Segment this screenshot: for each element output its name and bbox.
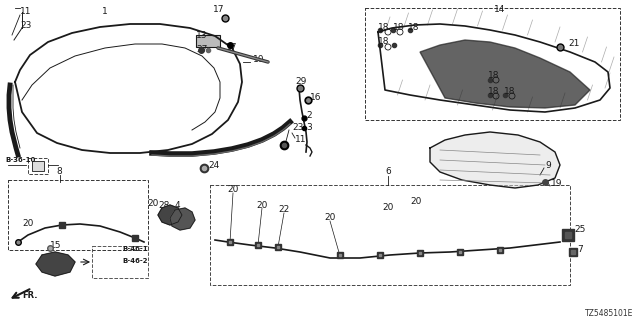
Text: 17: 17 xyxy=(213,5,225,14)
Text: 11: 11 xyxy=(20,6,31,15)
Text: TZ5485101E: TZ5485101E xyxy=(585,309,634,318)
Bar xyxy=(365,8,620,120)
Bar xyxy=(196,35,220,47)
Text: 18: 18 xyxy=(378,37,390,46)
Text: 25: 25 xyxy=(574,226,586,235)
Text: 18: 18 xyxy=(408,22,419,31)
Bar xyxy=(210,185,570,285)
Text: 20: 20 xyxy=(22,219,33,228)
Text: B-46-1: B-46-1 xyxy=(122,246,148,252)
Text: 3: 3 xyxy=(306,124,312,132)
Text: 21: 21 xyxy=(568,39,579,49)
Text: 9: 9 xyxy=(545,161,551,170)
Polygon shape xyxy=(430,132,560,188)
Text: 18: 18 xyxy=(488,87,499,97)
Text: 18: 18 xyxy=(488,71,499,81)
Text: 20: 20 xyxy=(147,199,158,209)
Text: 20: 20 xyxy=(410,197,422,206)
Text: 7: 7 xyxy=(577,245,583,254)
Text: 2: 2 xyxy=(306,111,312,121)
Text: 19: 19 xyxy=(551,179,563,188)
Bar xyxy=(92,246,148,278)
Text: 23: 23 xyxy=(292,124,303,132)
Text: 8: 8 xyxy=(56,167,61,177)
Text: 14: 14 xyxy=(494,5,506,14)
Polygon shape xyxy=(170,208,195,230)
Text: 1: 1 xyxy=(102,6,108,15)
Text: 24: 24 xyxy=(208,162,220,171)
Text: 18: 18 xyxy=(393,22,404,31)
Bar xyxy=(8,180,148,250)
Text: B-36-10: B-36-10 xyxy=(5,157,35,163)
Polygon shape xyxy=(420,40,590,108)
Text: B-46-2: B-46-2 xyxy=(122,258,147,264)
Text: 18: 18 xyxy=(504,87,515,97)
Text: 11: 11 xyxy=(295,135,307,145)
Polygon shape xyxy=(36,252,75,276)
Text: 20: 20 xyxy=(382,204,394,212)
Text: 17: 17 xyxy=(226,44,237,52)
Text: 6: 6 xyxy=(385,167,391,177)
Bar xyxy=(28,158,48,174)
Text: 5: 5 xyxy=(45,257,51,266)
Text: 20: 20 xyxy=(227,186,239,195)
Text: 23: 23 xyxy=(20,20,31,29)
Text: 13: 13 xyxy=(196,30,207,39)
Text: 20: 20 xyxy=(256,201,268,210)
Text: 16: 16 xyxy=(310,93,321,102)
Text: 10: 10 xyxy=(253,55,264,65)
Text: 20: 20 xyxy=(324,213,336,222)
Text: 28: 28 xyxy=(158,201,170,210)
Text: 18: 18 xyxy=(378,22,390,31)
Text: 22: 22 xyxy=(278,205,290,214)
Text: FR.: FR. xyxy=(22,291,38,300)
Polygon shape xyxy=(158,205,182,225)
Text: 15: 15 xyxy=(50,242,61,251)
Bar xyxy=(32,161,44,171)
Text: 27: 27 xyxy=(196,45,207,54)
Text: 4: 4 xyxy=(175,201,180,210)
Text: 29: 29 xyxy=(295,77,307,86)
